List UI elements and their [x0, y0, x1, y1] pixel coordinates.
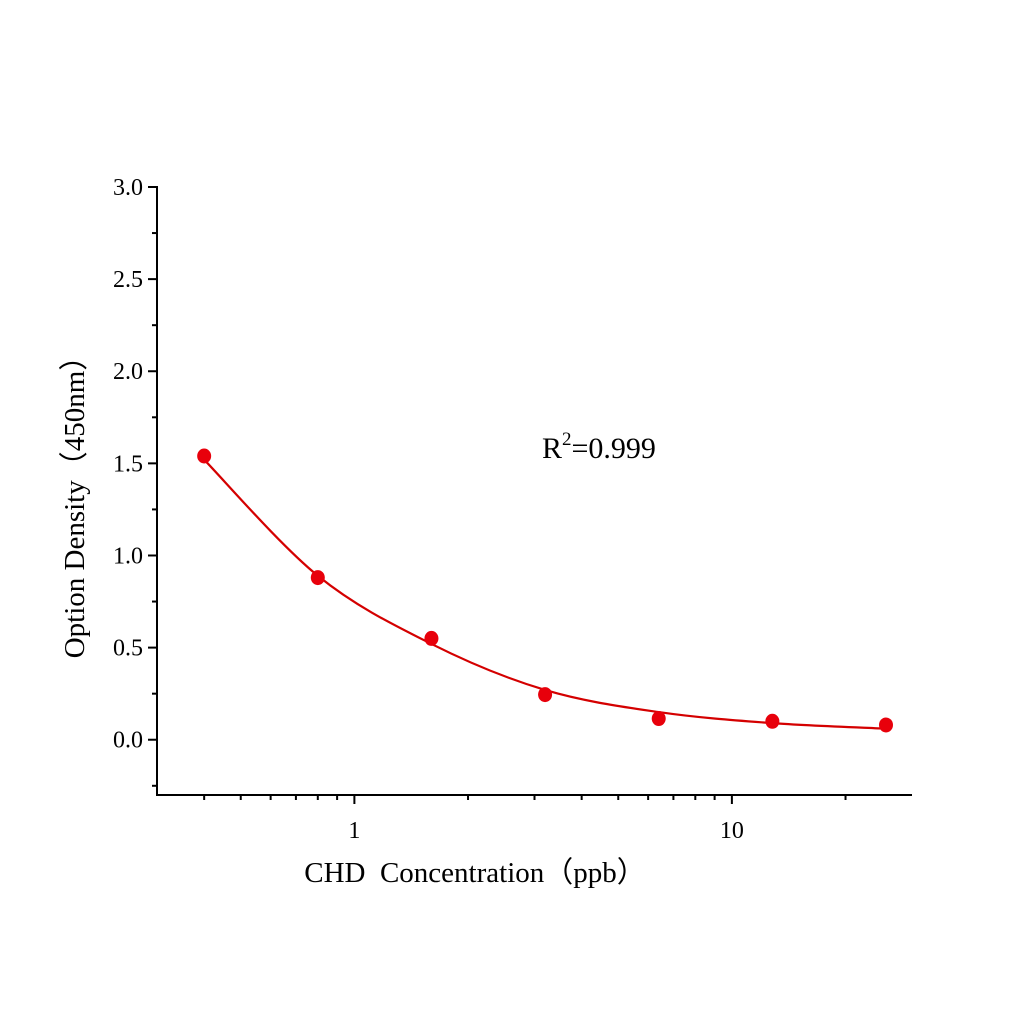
- y-tick-label: 1.0: [113, 543, 143, 569]
- x-axis-label: CHD Concentration（ppb）: [304, 857, 646, 889]
- data-point: [651, 711, 666, 727]
- axes: 0.0 0.5 1.0 1.5 2.0 2.5 3.0 1 10: [113, 175, 912, 844]
- data-point: [538, 687, 553, 703]
- data-point: [765, 713, 780, 729]
- y-tick-label: 1.5: [113, 451, 143, 477]
- data-point: [197, 448, 212, 464]
- data-points: [197, 448, 893, 733]
- data-point: [310, 570, 325, 586]
- y-tick-label: 3.0: [113, 175, 143, 201]
- y-tick-label: 0.0: [113, 728, 143, 754]
- r-squared-annotation: R2=0.999: [542, 429, 656, 465]
- x-tick-label: 10: [720, 818, 744, 844]
- y-tick-label: 2.5: [113, 267, 143, 293]
- y-tick-label: 0.5: [113, 636, 143, 662]
- x-tick-label: 1: [348, 818, 360, 844]
- y-tick-label: 2.0: [113, 359, 143, 385]
- data-point: [878, 717, 893, 733]
- y-axis-label: Option Density（450nm）: [59, 342, 91, 659]
- data-point: [424, 630, 439, 646]
